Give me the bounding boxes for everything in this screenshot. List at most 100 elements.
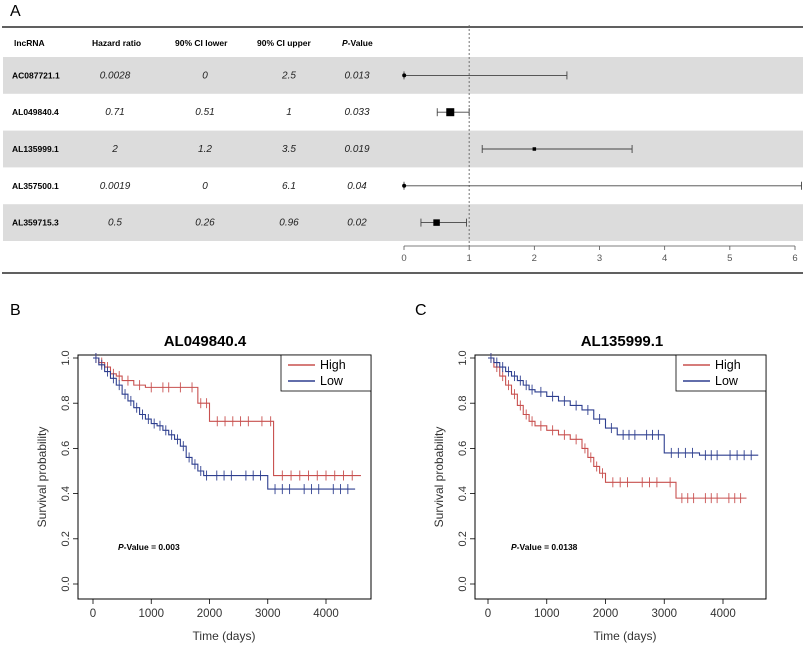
km-x-tick-label: 3000 [651,608,677,620]
forest-axis-tick-label: 2 [532,253,537,264]
km-c-title: AL135999.1 [581,333,664,350]
km-x-tick-label: 0 [485,608,491,620]
km-x-tick-label: 1000 [534,608,560,620]
km-c-xlabel: Time (days) [594,629,657,643]
forest-row-hr: 0.71 [105,107,124,118]
forest-row-ci-lower: 0.26 [195,218,215,229]
km-c-pvalue-label: -Value = [517,542,552,552]
km-x-tick-label: 3000 [255,608,281,620]
km-b-legend-high: High [320,358,346,372]
forest-axis-tick-label: 3 [597,253,602,264]
panel-label-a: A [10,3,21,20]
forest-row-shading [3,57,803,241]
km-b-legend-box [280,354,372,392]
km-c-pvalue-number: 0.0138 [551,542,577,552]
km-x-tick-label: 1000 [138,608,164,620]
forest-axis-tick-label: 6 [792,253,797,264]
km-c-legend-box [675,354,767,392]
km-c-pvalue: P-Value = 0.0138 [511,542,578,552]
forest-row-bg [3,204,803,241]
km-plot-c: AL135999.1 0.0 0.2 0.4 0.6 0.8 1.0 0 1000 2000 3… [432,333,767,643]
km-c-legend-high: High [715,358,741,372]
km-b-x-axis: 0 1000 2000 3000 4000 [90,598,339,620]
km-c-ylabel: Survival probability [432,427,446,528]
forest-axis-tick-label: 1 [467,253,472,264]
forest-row-pvalue: 0.02 [347,218,367,229]
forest-row-name: AL049840.4 [12,107,59,117]
forest-row-pvalue: 0.019 [344,144,369,155]
km-b-legend: High Low [280,354,372,392]
forest-hr-point [446,108,455,117]
km-y-tick-label: 0.8 [60,396,72,411]
forest-row-pvalue: 0.033 [344,107,369,118]
header-pvalue: P-Value [342,38,373,48]
header-p-rest: -Value [348,38,373,48]
forest-header: lncRNA Hazard ratio 90% CI lower 90% CI … [14,38,373,48]
km-plot-b: AL049840.4 0.0 0.2 0.4 0.6 0.8 1.0 0 1000 2000 3… [35,333,372,643]
forest-row-hr: 2 [111,144,118,155]
forest-row-pvalue: 0.04 [347,181,367,192]
forest-marks [402,71,802,227]
km-y-tick-label: 0.0 [60,576,72,591]
header-p-italic: P [342,38,348,48]
km-x-tick-label: 2000 [197,608,223,620]
forest-row-ci-lower: 0.51 [195,107,214,118]
header-ci-lower: 90% CI lower [175,38,228,48]
forest-axis: 0 1 2 3 4 5 6 [401,245,798,264]
km-b-pvalue-p: P [118,542,124,552]
forest-row-hr: 0.5 [108,218,122,229]
forest-row-name: AL359715.3 [12,218,59,228]
forest-row-ci-lower: 0 [202,181,208,192]
km-b-legend-low: Low [320,374,344,388]
panel-label-b: B [10,302,21,319]
km-b-curves [93,353,361,495]
forest-row-name: AL135999.1 [12,144,59,154]
km-x-tick-label: 4000 [313,608,339,620]
forest-hr-point [402,183,407,188]
forest-row-hr: 0.0019 [100,181,131,192]
forest-row-name: AC087721.1 [12,70,60,80]
km-y-tick-label: 1.0 [457,350,469,365]
km-y-tick-label: 0.4 [457,486,469,501]
km-x-tick-label: 0 [90,608,96,620]
km-c-legend: High Low [675,354,767,392]
km-y-tick-label: 0.0 [457,576,469,591]
forest-axis-tick-label: 4 [662,253,667,264]
km-c-pvalue-p: P [511,542,517,552]
forest-row-ci-lower: 1.2 [198,144,212,155]
km-b-title: AL049840.4 [164,333,247,350]
km-b-ylabel: Survival probability [35,427,49,528]
km-c-y-axis: 0.0 0.2 0.4 0.6 0.8 1.0 [457,350,476,592]
km-x-tick-label: 4000 [710,608,736,620]
km-y-tick-label: 0.4 [60,486,72,501]
km-c-curves [488,353,759,504]
km-y-tick-label: 1.0 [60,350,72,365]
forest-row-bg [3,130,803,168]
forest-axis-tick-label: 0 [401,253,406,264]
forest-row-ci-upper: 2.5 [281,70,296,81]
km-y-tick-label: 0.6 [457,441,469,456]
km-b-y-axis: 0.0 0.2 0.4 0.6 0.8 1.0 [60,350,79,592]
km-b-pvalue-label: -Value = [124,542,159,552]
header-hazard-ratio: Hazard ratio [92,38,141,48]
forest-row-name: AL357500.1 [12,181,59,191]
forest-row-ci-upper: 0.96 [279,218,299,229]
km-b-xlabel: Time (days) [193,629,256,643]
panel-label-c: C [415,302,427,319]
header-lncrna: lncRNA [14,38,45,48]
km-y-tick-label: 0.2 [457,531,469,546]
forest-row-hr: 0.0028 [100,70,131,81]
km-b-pvalue-number: 0.003 [158,542,180,552]
forest-rows: AC087721.1 0.0028 0 2.5 0.013 AL049840.4 0.71 0… [12,70,370,228]
header-ci-upper: 90% CI upper [257,38,312,48]
km-c-frame [474,354,767,600]
km-c-legend-low: Low [715,374,739,388]
forest-row-ci-upper: 3.5 [282,144,296,155]
km-c-x-axis: 0 1000 2000 3000 4000 [485,598,736,620]
forest-axis-tick-label: 5 [727,253,732,264]
km-y-tick-label: 0.6 [60,441,72,456]
forest-row-ci-lower: 0 [202,70,208,81]
forest-row-pvalue: 0.013 [344,70,369,81]
km-y-tick-label: 0.8 [457,396,469,411]
forest-row-ci-upper: 1 [286,107,292,118]
